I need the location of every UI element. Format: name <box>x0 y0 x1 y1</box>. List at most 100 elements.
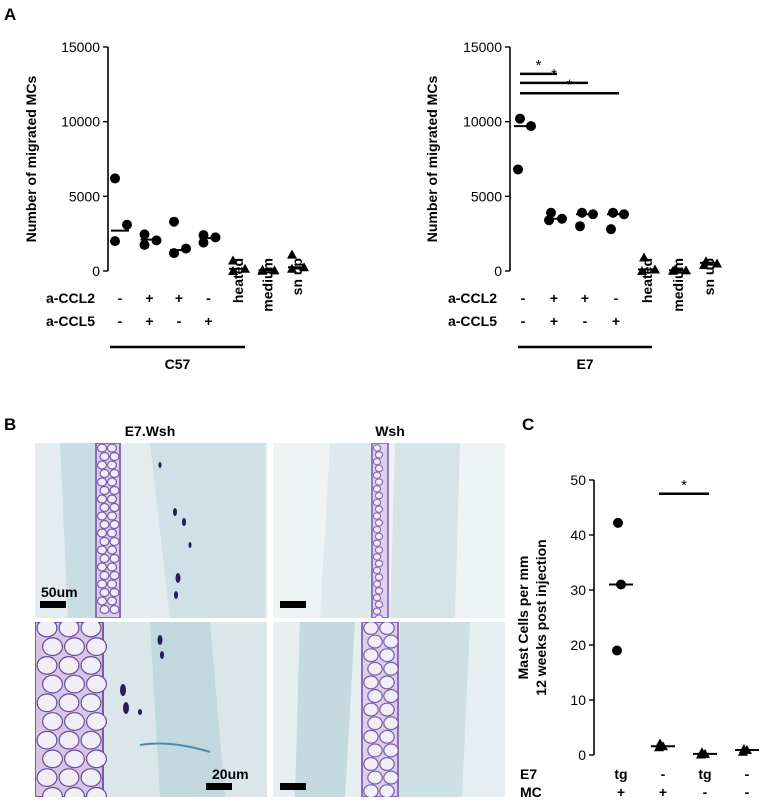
cartilage-cell <box>372 512 382 520</box>
scale-bar-bottom-right <box>280 783 306 790</box>
data-point <box>198 237 209 248</box>
cartilage-cell <box>41 749 63 769</box>
col-title-e7wsh: E7.Wsh <box>125 423 176 439</box>
row-label: a-CCL5 <box>46 313 95 329</box>
cartilage-cell <box>85 637 107 657</box>
cartilage-cell <box>85 674 107 694</box>
y-tick-label: 40 <box>570 527 586 543</box>
row-sign: - <box>118 290 123 306</box>
row-label: a-CCL2 <box>46 290 95 306</box>
cartilage-cell <box>58 693 80 713</box>
cartilage-cell <box>367 743 383 758</box>
cartilage-cell <box>372 471 382 480</box>
cartilage-cell <box>106 511 118 521</box>
y-tick-label: 15000 <box>463 39 502 55</box>
cartilage-cell <box>99 587 110 598</box>
cartilage-cell <box>372 593 382 602</box>
cartilage-cell <box>379 756 395 771</box>
data-point <box>181 243 191 254</box>
row-sign: + <box>659 784 667 800</box>
cartilage-cell <box>372 525 382 534</box>
cartilage-cell <box>372 457 382 466</box>
significance-star: * <box>681 477 687 494</box>
chart-a-right: 0 5000 10000 15000 Number of migrated MCs * * *… <box>424 39 722 372</box>
cartilage-cell <box>109 502 120 513</box>
cartilage-cell <box>379 622 395 635</box>
cartilage-cell <box>63 674 85 694</box>
row-sign: - <box>614 290 619 306</box>
row-label: E7 <box>520 766 537 782</box>
y-tick-label: 10000 <box>463 114 502 130</box>
group-label: C57 <box>165 356 191 372</box>
y-tick-label: 20 <box>570 637 586 653</box>
scale-label-bottom: 20um <box>212 766 249 782</box>
cartilage-cell <box>374 614 384 618</box>
cartilage-cell <box>374 505 384 514</box>
data-point <box>544 215 554 226</box>
y-axis-label: Number of migrated MCs <box>424 76 440 243</box>
cartilage-cell <box>372 498 382 507</box>
row-sign: - <box>206 290 211 306</box>
cartilage-cell <box>36 656 58 675</box>
data-point <box>606 224 616 235</box>
row-sign: tg <box>698 766 711 782</box>
cartilage-cell <box>374 546 384 554</box>
cartilage-cell <box>363 729 379 744</box>
cartilage-cell <box>109 519 120 530</box>
chart-c: 0 10 20 30 40 50 Mast Cells per mm 12 weeks pos… <box>515 472 759 800</box>
cartilage-cell <box>379 784 395 797</box>
cartilage-cell <box>379 648 395 663</box>
row-sign: + <box>617 784 625 800</box>
cartilage-cell <box>42 786 63 797</box>
cartilage-cell <box>80 693 102 713</box>
data-point <box>513 164 523 175</box>
cartilage-cell <box>372 484 382 493</box>
data-point <box>139 239 150 250</box>
cartilage-cell <box>383 716 399 731</box>
cartilage-cell <box>106 528 118 538</box>
y-tick-label: 0 <box>92 263 100 279</box>
data-point <box>287 249 297 259</box>
cartilage-cell <box>363 702 379 717</box>
cartilage-cell <box>367 716 383 731</box>
cartilage-cell <box>109 536 120 547</box>
data-point <box>738 746 748 756</box>
cartilage-cell <box>363 756 379 771</box>
row-sign: - <box>521 313 526 329</box>
cartilage-cell <box>383 743 399 758</box>
row-sign: - <box>118 313 123 329</box>
scale-bar-top <box>40 601 66 608</box>
cartilage-cells <box>96 443 120 615</box>
y-axis-label: Number of migrated MCs <box>23 76 39 243</box>
cartilage-cell <box>99 604 110 615</box>
cartilage-cell <box>36 622 58 638</box>
row-sign: + <box>175 290 183 306</box>
cartilage-cell <box>383 661 399 676</box>
cartilage-cell <box>367 634 383 649</box>
cartilage-cell <box>85 749 107 769</box>
y-tick-label: 30 <box>570 582 586 598</box>
cartilage-cell <box>374 464 384 473</box>
cartilage-cell <box>374 518 384 527</box>
cartilage-cell <box>96 545 108 555</box>
col-title-wsh: Wsh <box>375 423 405 439</box>
cartilage-cell <box>41 637 63 657</box>
scale-bar-bottom <box>206 783 232 790</box>
data-point <box>139 229 150 240</box>
row-sign: + <box>145 290 153 306</box>
cartilage-cell <box>106 579 118 589</box>
cartilage-cell <box>86 786 107 797</box>
cartilage-cell <box>36 693 58 713</box>
row-label: MC <box>520 784 542 800</box>
micrograph-panel: E7.Wsh Wsh 50um <box>35 423 505 797</box>
cartilage-cell <box>374 573 384 582</box>
y-axis-label: Mast Cells per mm <box>515 556 531 680</box>
micrograph-e7wsh-low <box>35 443 267 618</box>
data-point <box>639 252 649 262</box>
significance-star: * <box>567 76 573 93</box>
cartilage-cell <box>80 656 102 675</box>
data-point <box>613 517 623 528</box>
cartilage-cell <box>36 768 58 787</box>
row-sign: - <box>521 290 526 306</box>
significance-star: * <box>536 57 542 74</box>
